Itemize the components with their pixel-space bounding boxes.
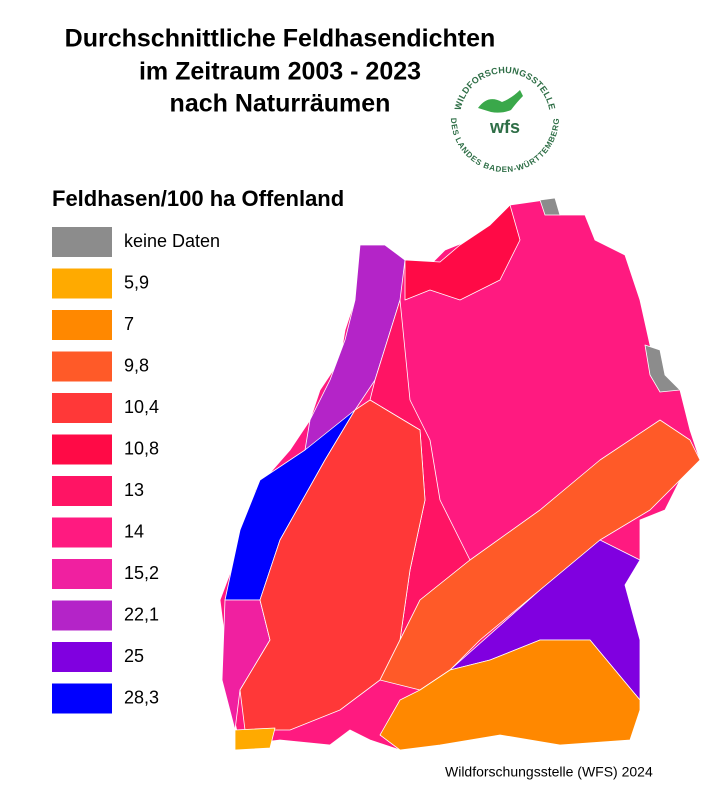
region <box>234 727 276 751</box>
legend-label: 10,4 <box>124 397 159 417</box>
legend-label: 9,8 <box>124 355 149 375</box>
legend-swatch <box>52 227 112 257</box>
legend-swatch <box>52 268 112 299</box>
logo: WILDFORSCHUNGSSTELLE DES LANDES BADEN-WÜ… <box>449 65 561 174</box>
legend-label: 14 <box>124 521 144 541</box>
region <box>644 344 681 393</box>
legend-label: 15,2 <box>124 563 159 583</box>
legend-label: 25 <box>124 646 144 666</box>
region <box>539 197 561 216</box>
region <box>379 639 641 751</box>
legend-swatch <box>52 683 112 714</box>
legend-label: 22,1 <box>124 604 159 624</box>
legend-swatch <box>52 517 112 548</box>
title: Durchschnittliche Feldhasendichten im Ze… <box>65 25 496 118</box>
legend-label: keine Daten <box>124 231 220 251</box>
legend-title: Feldhasen/100 ha Offenland <box>52 186 344 211</box>
legend-label: 5,9 <box>124 272 149 292</box>
legend-swatch <box>52 642 112 672</box>
legend-swatch <box>52 310 112 340</box>
logo-center-text: wfs <box>489 117 520 137</box>
legend-label: 10,8 <box>124 438 159 458</box>
region <box>239 399 426 731</box>
legend-swatch <box>52 351 112 382</box>
legend-label: 28,3 <box>124 687 159 707</box>
region <box>379 419 701 691</box>
legend-label: 7 <box>124 314 134 334</box>
legend-swatch <box>52 393 112 423</box>
legend-label: 13 <box>124 480 144 500</box>
legend: keine Daten 5,9 7 9,8 10,4 10,8 13 14 15,2 22,1 25… <box>52 227 220 714</box>
legend-swatch <box>52 600 112 631</box>
footer-source: Wildforschungsstelle (WFS) 2024 <box>445 764 653 780</box>
map <box>219 197 701 751</box>
logo-hare <box>478 90 523 113</box>
legend-swatch <box>52 559 112 589</box>
title-line: Durchschnittliche Feldhasendichten <box>65 25 496 53</box>
title-line: im Zeitraum 2003 - 2023 <box>139 58 421 86</box>
title-line: nach Naturräumen <box>170 90 391 118</box>
legend-swatch <box>52 476 112 506</box>
legend-swatch <box>52 434 112 465</box>
region <box>404 204 521 301</box>
